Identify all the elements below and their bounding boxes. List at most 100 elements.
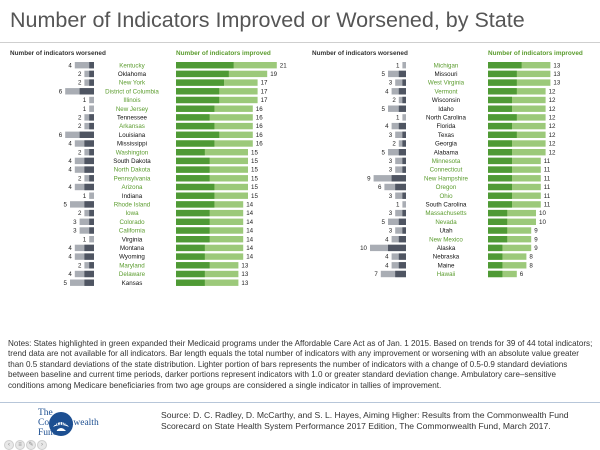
worsened-bar-dark [89, 70, 94, 78]
state-label: Oklahoma [118, 71, 147, 78]
worsened-value: 3 [73, 228, 77, 235]
state-label: District of Columbia [105, 88, 159, 95]
worsened-bar-dark [398, 253, 406, 260]
worsened-value: 3 [389, 158, 393, 165]
worsened-bar-dark [398, 236, 406, 243]
improved-value: 14 [246, 202, 253, 209]
improved-value: 16 [256, 141, 263, 148]
improved-value: 13 [553, 80, 560, 87]
edit-icon[interactable]: ✎ [26, 440, 36, 450]
worsened-value: 4 [385, 262, 389, 269]
improved-value: 16 [256, 123, 263, 130]
improved-value: 13 [553, 62, 560, 69]
next-icon[interactable]: › [37, 440, 47, 450]
worsened-bar-dark [388, 244, 406, 252]
previous-icon[interactable]: ‹ [4, 440, 14, 450]
improved-bar-dark [488, 88, 517, 95]
improved-bar-dark [488, 201, 512, 208]
logo-wordmark: The Commonwealth Fund [38, 408, 99, 438]
worsened-bar-dark [402, 140, 406, 147]
state-label: Alabama [434, 149, 459, 156]
improved-bar [488, 244, 532, 252]
worsened-bar [373, 175, 406, 182]
worsened-bar [79, 227, 94, 234]
improved-value: 17 [261, 80, 268, 87]
state-label: Oregon [436, 184, 457, 191]
worsened-bar [89, 105, 94, 112]
improved-bar-dark [176, 96, 220, 104]
worsened-value: 5 [382, 71, 386, 78]
improved-bar [488, 96, 546, 104]
source-text: Source: D. C. Radley, D. McCarthy, and S… [161, 410, 569, 431]
improved-value: 14 [246, 210, 253, 217]
improved-value: 8 [529, 254, 533, 261]
worsened-bar-dark [398, 105, 406, 112]
worsened-bar-dark [89, 175, 94, 182]
improved-bar-dark [176, 175, 210, 182]
improved-bar [176, 279, 239, 286]
state-label: Nebraska [433, 254, 460, 261]
state-label: Massachusetts [425, 210, 466, 217]
worsened-bar-dark [89, 218, 94, 225]
worsened-bar [89, 192, 94, 199]
worsened-bar [388, 70, 406, 78]
worsened-value: 6 [59, 132, 63, 139]
state-label: Connecticut [430, 167, 463, 174]
worsened-bar-dark [398, 70, 406, 78]
worsened-value: 10 [360, 245, 367, 252]
worsened-bar [70, 279, 94, 286]
improved-value: 15 [251, 175, 258, 182]
state-label: Kentucky [119, 62, 145, 69]
improved-bar [488, 140, 546, 147]
commonwealth-fund-logo-icon [49, 412, 73, 436]
worsened-value: 1 [396, 115, 400, 122]
improved-value: 10 [539, 210, 546, 217]
improved-bar [488, 209, 536, 217]
worsened-bar-dark [402, 227, 406, 234]
logo-line-2: Commonwealth [38, 418, 99, 428]
state-label: Pennsylvania [114, 175, 151, 182]
state-label: Wisconsin [432, 97, 461, 104]
improved-value: 21 [280, 62, 287, 69]
improved-bar-dark [176, 227, 210, 234]
worsened-value: 1 [83, 236, 87, 243]
worsened-value: 3 [389, 193, 393, 200]
improved-bar-dark [176, 166, 210, 173]
state-label: Delaware [119, 271, 146, 278]
improved-value: 6 [520, 271, 524, 278]
improved-bar [176, 157, 248, 165]
state-label: New Mexico [429, 236, 463, 243]
improved-bar-dark [176, 140, 215, 147]
improved-value: 12 [549, 88, 556, 95]
worsened-value: 4 [68, 62, 72, 69]
state-label: Vermont [434, 88, 457, 95]
improved-bar [176, 175, 248, 182]
improved-bar [176, 253, 244, 260]
worsened-bar [89, 236, 94, 243]
menu-icon[interactable]: ≡ [15, 440, 25, 450]
worsened-bar-dark [89, 114, 94, 121]
improved-bar-dark [488, 209, 508, 217]
worsened-value: 1 [83, 193, 87, 200]
worsened-value: 2 [78, 80, 82, 87]
state-label: Louisiana [119, 132, 146, 139]
worsened-value: 7 [374, 271, 378, 278]
worsened-bar [395, 209, 406, 217]
improved-bar-dark [488, 183, 512, 191]
worsened-value: 2 [78, 175, 82, 182]
improved-bar-dark [488, 149, 512, 156]
footer-divider [0, 402, 600, 403]
improved-bar-dark [488, 244, 503, 252]
state-label: Arizona [122, 184, 144, 191]
worsened-value: 5 [382, 219, 386, 226]
improved-value: 13 [241, 280, 248, 287]
improved-value: 14 [246, 228, 253, 235]
improved-value: 15 [251, 158, 258, 165]
worsened-bar-dark [84, 270, 94, 278]
state-label: Maryland [119, 262, 145, 269]
state-label: Minnesota [432, 158, 461, 165]
state-label: Texas [438, 132, 454, 139]
worsened-bar-dark [89, 262, 94, 269]
worsened-bar-dark [402, 166, 406, 173]
worsened-value: 1 [83, 97, 87, 104]
